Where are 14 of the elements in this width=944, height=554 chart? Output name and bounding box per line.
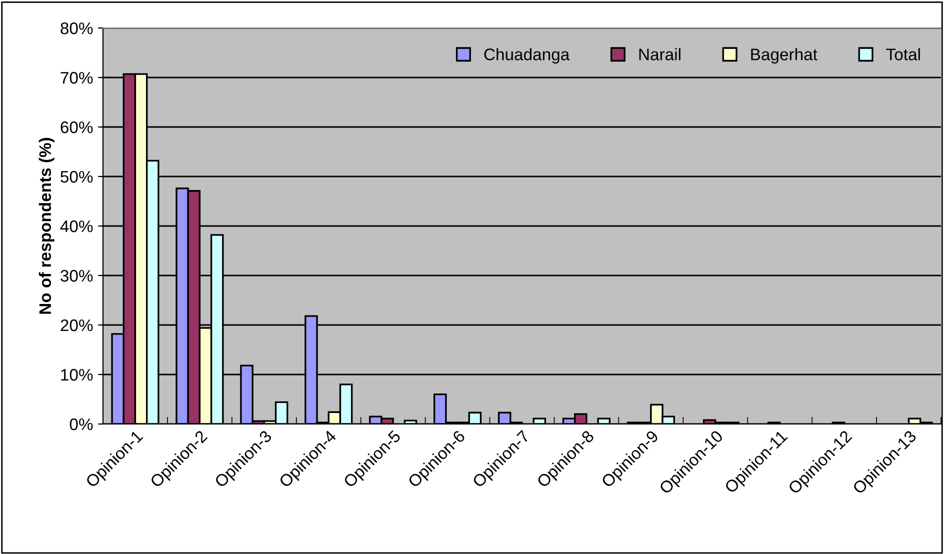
- y-tick-label: 20%: [60, 319, 93, 332]
- legend-label: Chuadanga: [484, 48, 570, 64]
- y-tick-label: 70%: [60, 72, 93, 84]
- y-tick-label: 60%: [60, 121, 93, 134]
- legend-label: Narail: [639, 48, 680, 60]
- y-tick-label: 10%: [61, 368, 93, 381]
- legend-label: Bagerhat: [751, 48, 818, 64]
- legend-label: Total: [886, 48, 920, 60]
- y-tick-label: 50%: [60, 170, 93, 183]
- y-axis-title: No of respondents (%): [38, 138, 54, 314]
- y-tick-label: 30%: [60, 270, 93, 282]
- y-tick-label: 40%: [60, 220, 93, 232]
- y-tick-label: 0%: [70, 418, 93, 430]
- y-tick-label: 80%: [60, 22, 93, 34]
